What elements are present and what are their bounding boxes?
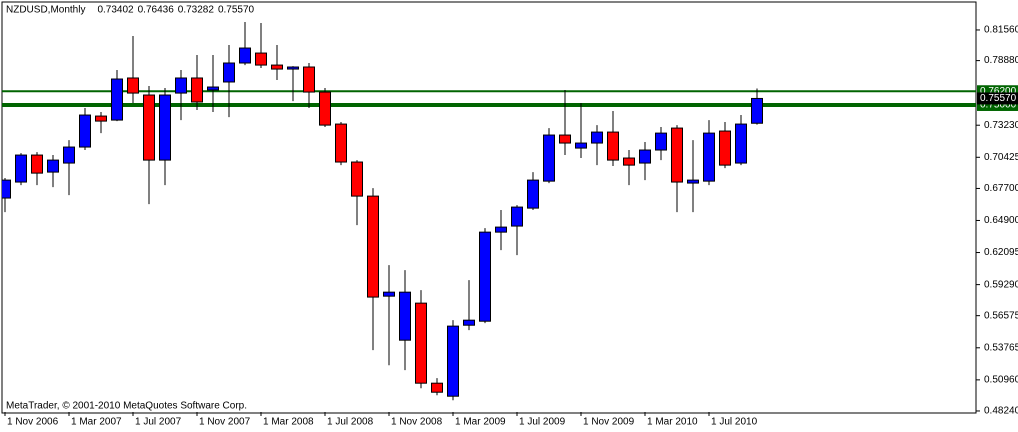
candle-body	[607, 131, 619, 161]
y-tick-label: 0.67700	[984, 183, 1018, 194]
candle-body	[719, 130, 731, 166]
y-tick-label: 0.78880	[984, 55, 1018, 66]
x-tick-label: 1 Jul 2009	[519, 417, 566, 428]
candle-body	[511, 206, 523, 227]
y-tick-label: 0.48240	[984, 406, 1018, 417]
y-tick-label: 0.70425	[984, 152, 1018, 163]
x-tick-label: 1 Mar 2007	[71, 417, 122, 428]
candle-body	[735, 123, 747, 164]
x-tick-label: 1 Nov 2006	[7, 417, 59, 428]
candle-body	[47, 159, 59, 173]
plot-frame	[1, 1, 977, 414]
candle-body	[111, 78, 123, 121]
x-tick-label: 1 Nov 2008	[391, 417, 443, 428]
candle-body	[623, 157, 635, 166]
candle-body	[703, 132, 715, 182]
candle-body	[591, 131, 603, 144]
candle-body	[495, 226, 507, 233]
y-tick-label: 0.59290	[984, 279, 1018, 290]
candle-body	[383, 291, 395, 297]
y-tick-label: 0.50960	[984, 375, 1018, 386]
candle-body	[143, 94, 155, 161]
candle-body	[527, 179, 539, 209]
candle-body	[479, 231, 491, 322]
plot-area	[2, 21, 976, 401]
x-tick-label: 1 Jul 2010	[711, 417, 758, 428]
candle-body	[175, 77, 187, 94]
candle-body	[2, 179, 11, 199]
level-label: 0.76200	[980, 86, 1017, 97]
quote-value: 0.73402	[97, 5, 134, 16]
candle-body	[223, 62, 235, 83]
candle-body	[351, 161, 363, 197]
x-tick-label: 1 Mar 2008	[263, 417, 314, 428]
candle-body	[431, 382, 443, 393]
candle-body	[63, 146, 75, 164]
candle-body	[207, 86, 219, 91]
quote-value: 0.73282	[178, 5, 215, 16]
candle-body	[239, 47, 251, 64]
candle-body	[271, 64, 283, 70]
candle-body	[287, 66, 299, 70]
candle-body	[191, 77, 203, 103]
candle-body	[687, 179, 699, 184]
candle-body	[367, 195, 379, 298]
quote-value: 0.76436	[138, 5, 175, 16]
price-label-box	[977, 92, 1018, 105]
candle-body	[399, 291, 411, 341]
candle-body	[159, 94, 171, 161]
footer: MetaTrader, © 2001-2010 MetaQuotes Softw…	[6, 401, 247, 412]
candle-body	[127, 77, 139, 94]
price-label: 0.75570	[980, 93, 1017, 104]
candle-body	[319, 91, 331, 126]
candle-body	[415, 302, 427, 384]
candle-body	[751, 97, 763, 124]
candle-body	[463, 319, 475, 326]
candle-body	[639, 149, 651, 164]
candle-body	[655, 132, 667, 151]
y-tick-label: 0.73230	[984, 120, 1018, 131]
candle-body	[543, 134, 555, 182]
candle-body	[95, 115, 107, 122]
symbol-title: NZDUSD,Monthly	[6, 5, 85, 16]
y-tick-label: 0.64900	[984, 215, 1018, 226]
y-tick-label: 0.81560	[984, 25, 1018, 36]
candle-body	[447, 325, 459, 397]
candle-body	[15, 154, 27, 183]
quote-value: 0.75570	[218, 5, 255, 16]
x-tick-label: 1 Jul 2007	[135, 417, 182, 428]
candle-body	[79, 114, 91, 148]
level-label: 0.75000	[980, 100, 1017, 111]
x-tick-label: 1 Mar 2010	[647, 417, 698, 428]
candle-body	[335, 123, 347, 163]
y-tick-label: 0.62095	[984, 247, 1018, 258]
axes: 0.81560 0.78880 0.73230 0.70425 0.67700 0.649…	[4, 25, 1018, 428]
y-tick-label: 0.56575	[984, 310, 1018, 321]
candle-body	[255, 52, 267, 66]
y-tick-label: 0.53765	[984, 342, 1018, 353]
x-tick-label: 1 Nov 2009	[583, 417, 635, 428]
x-tick-label: 1 Mar 2009	[455, 417, 506, 428]
x-tick-label: 1 Jul 2008	[327, 417, 374, 428]
candle-body	[671, 127, 683, 183]
candle-body	[575, 142, 587, 149]
candle-body	[31, 154, 43, 174]
candle-body	[303, 66, 315, 93]
x-tick-label: 1 Nov 2007	[199, 417, 251, 428]
candle-body	[559, 134, 571, 144]
